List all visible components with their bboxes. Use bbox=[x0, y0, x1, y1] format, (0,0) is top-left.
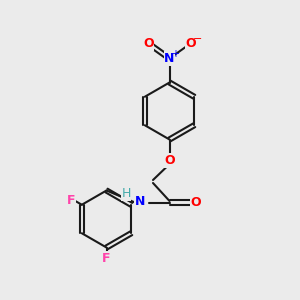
Text: O: O bbox=[185, 37, 196, 50]
Text: O: O bbox=[190, 196, 201, 209]
Text: H: H bbox=[121, 187, 131, 200]
Text: +: + bbox=[171, 49, 179, 59]
Text: −: − bbox=[192, 34, 202, 44]
Text: N: N bbox=[164, 52, 175, 65]
Text: F: F bbox=[67, 194, 75, 207]
Text: N: N bbox=[135, 195, 145, 208]
Text: F: F bbox=[102, 251, 111, 265]
Text: O: O bbox=[164, 154, 175, 167]
Text: O: O bbox=[143, 37, 154, 50]
